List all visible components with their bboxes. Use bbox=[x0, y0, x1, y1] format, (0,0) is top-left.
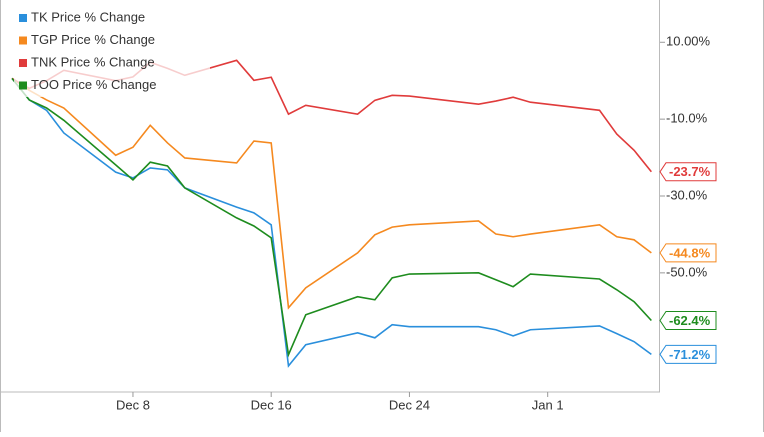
legend-label: TK Price % Change bbox=[31, 9, 145, 24]
value-label-box bbox=[659, 162, 717, 182]
series-line bbox=[11, 77, 652, 368]
legend-swatch bbox=[19, 81, 27, 90]
y-tick-label: -10.0% bbox=[666, 111, 708, 126]
value-label-box bbox=[659, 344, 717, 364]
legend-swatch bbox=[19, 14, 27, 22]
legend-swatch bbox=[19, 36, 27, 45]
legend-label: TNK Price % Change bbox=[31, 54, 155, 69]
series-line bbox=[11, 77, 652, 358]
x-tick-label: Jan 1 bbox=[532, 397, 564, 412]
legend-label: TGP Price % Change bbox=[31, 32, 155, 47]
value-label-box bbox=[659, 243, 717, 263]
y-tick-label: -50.0% bbox=[666, 264, 708, 279]
value-label: -23.7% bbox=[669, 164, 711, 179]
legend-box bbox=[14, 5, 210, 97]
value-label-box bbox=[659, 311, 717, 331]
value-label: -44.8% bbox=[669, 245, 711, 260]
x-tick-label: Dec 16 bbox=[251, 397, 292, 412]
legend-label: TOO Price % Change bbox=[31, 77, 156, 92]
legend-swatch bbox=[19, 59, 27, 67]
series-line bbox=[11, 77, 652, 310]
value-label: -62.4% bbox=[669, 313, 711, 328]
x-tick-label: Dec 24 bbox=[389, 397, 430, 412]
value-label: -71.2% bbox=[669, 347, 711, 362]
y-tick-label: -30.0% bbox=[666, 187, 708, 202]
y-tick-label: 10.00% bbox=[666, 34, 711, 49]
x-tick-label: Dec 8 bbox=[116, 397, 150, 412]
